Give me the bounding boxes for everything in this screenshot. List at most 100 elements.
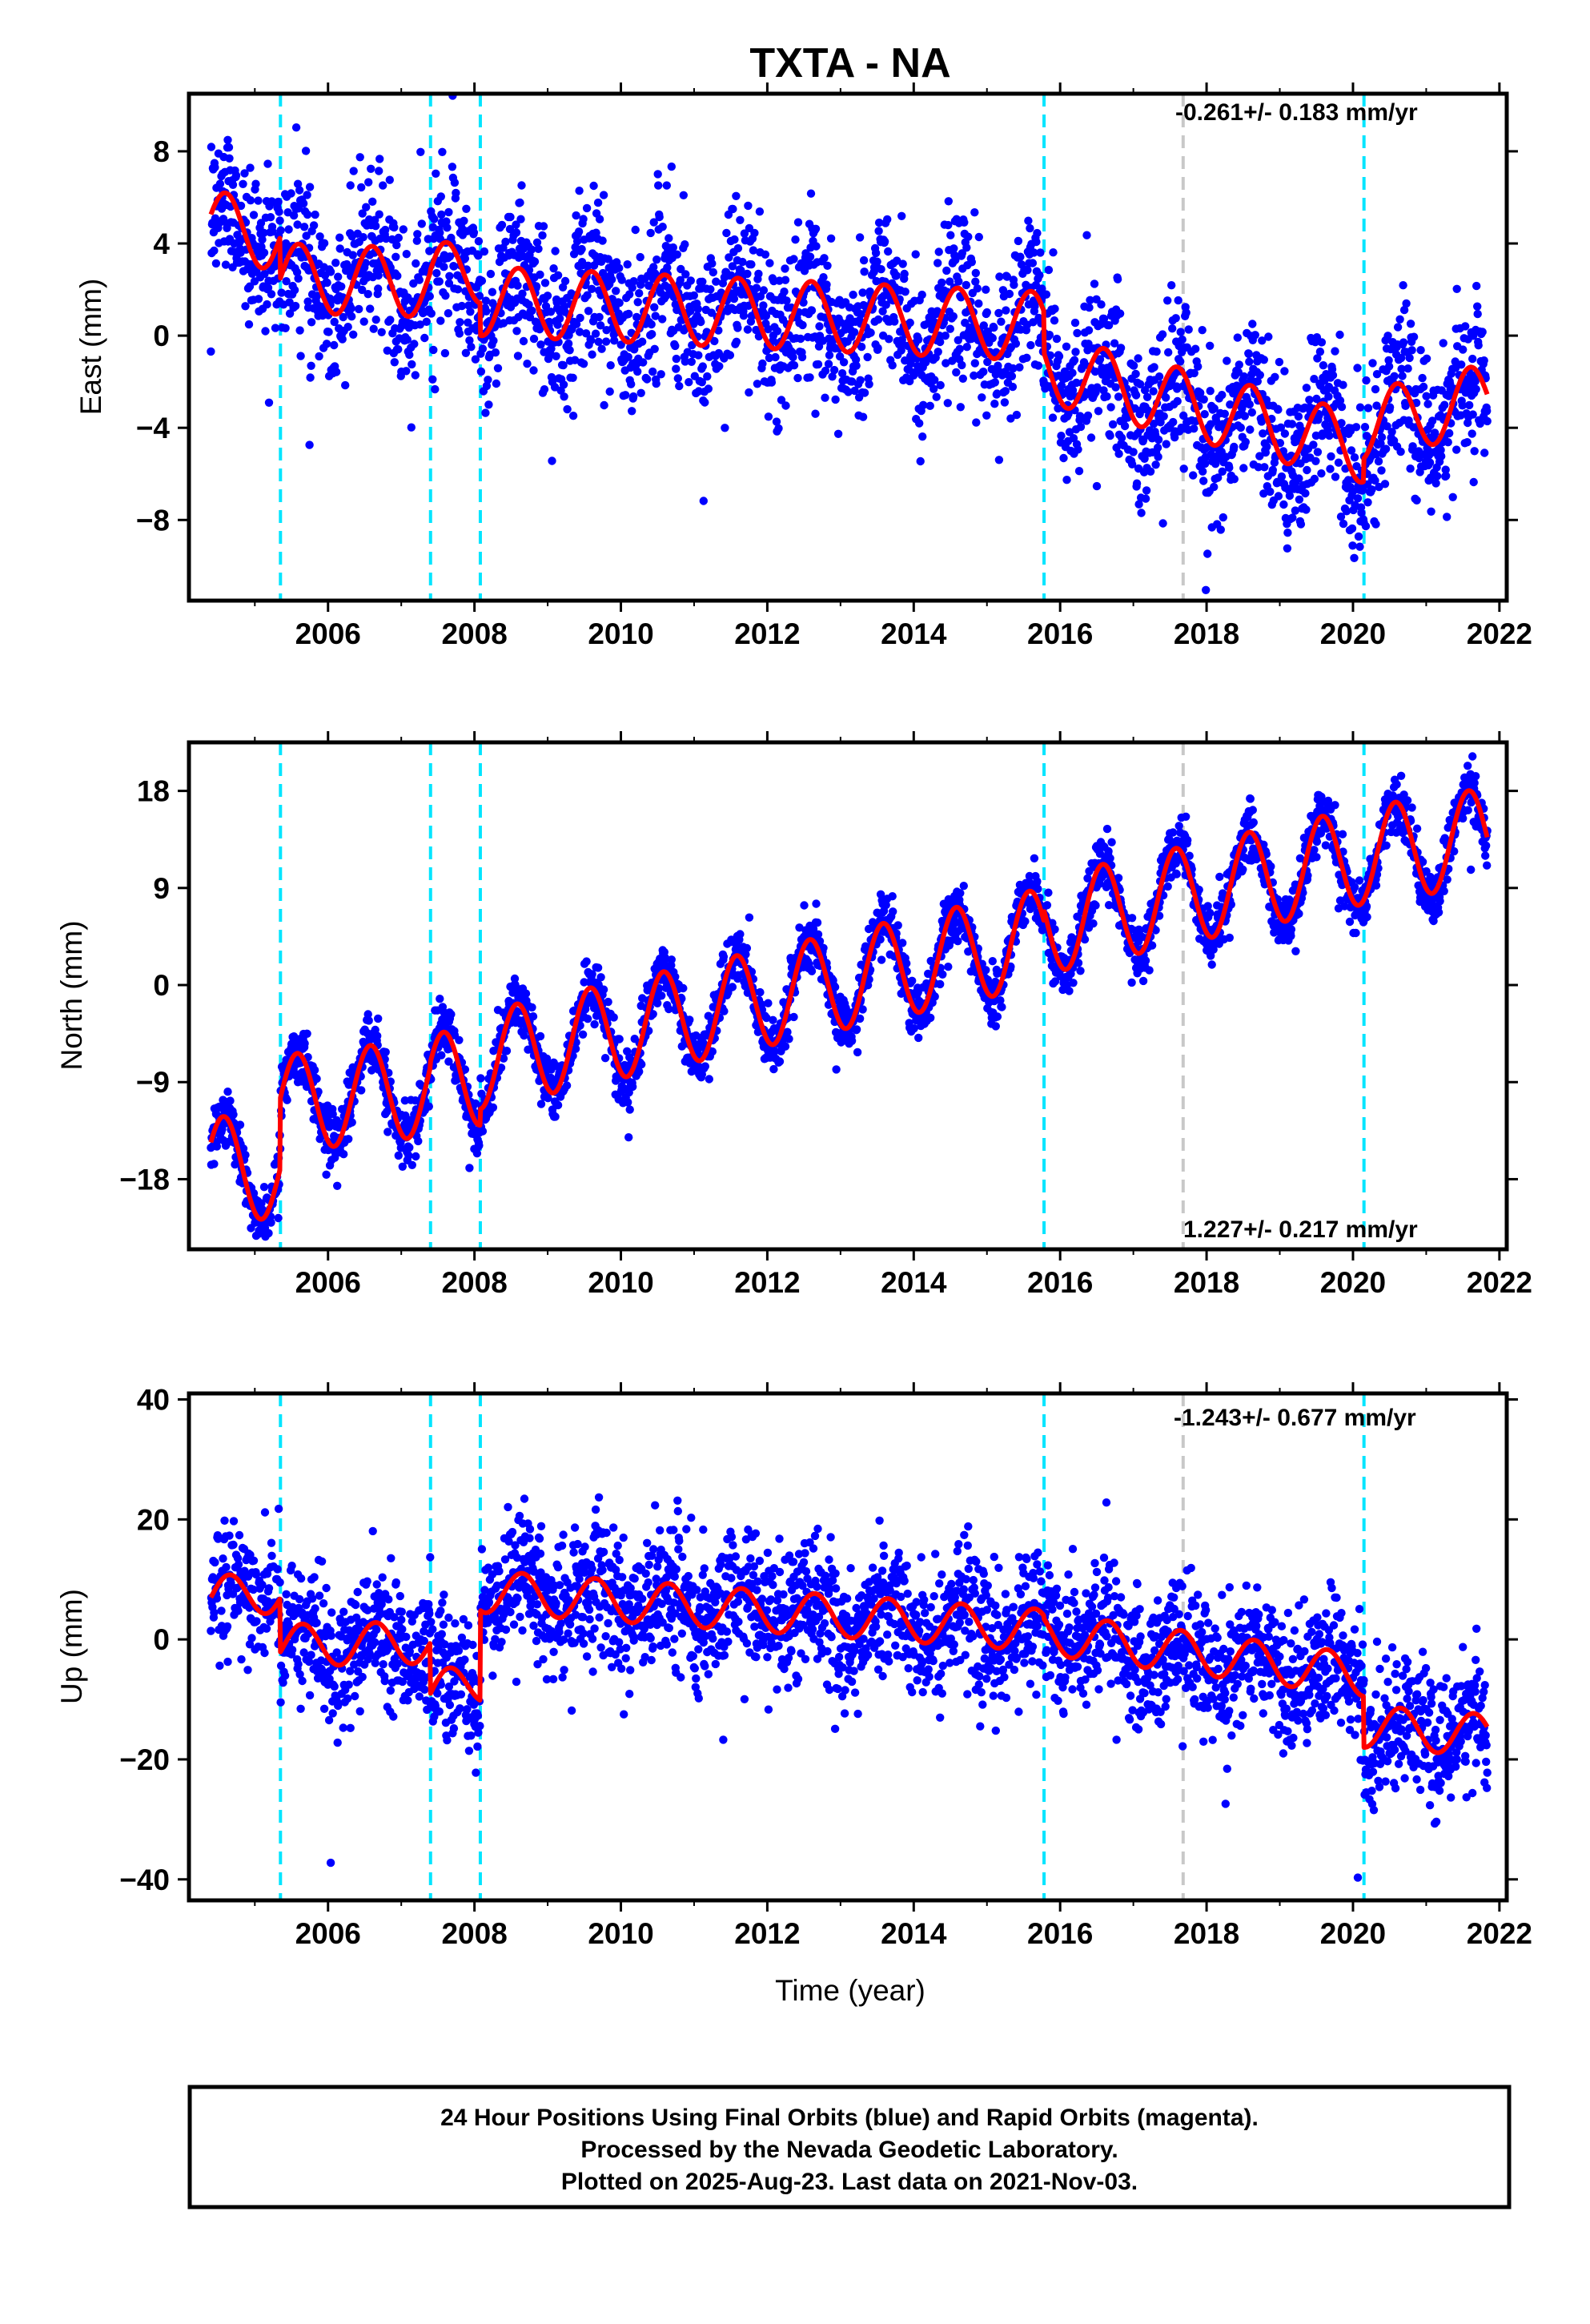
data-point [686,276,695,285]
data-point [1251,331,1260,340]
data-point [752,283,761,292]
data-point [1245,400,1255,409]
data-point [1255,452,1264,460]
data-point [1014,236,1023,246]
data-point [1245,357,1254,366]
data-point [1287,420,1297,428]
data-point [811,409,820,418]
data-point [1317,469,1326,478]
data-point [1371,450,1381,459]
data-point [1141,494,1150,503]
data-point [876,935,885,944]
data-point [1239,372,1249,381]
data-point [1277,472,1287,481]
data-point [575,328,584,336]
data-point [1065,428,1074,436]
data-point [1381,444,1391,453]
data-point [1163,296,1172,305]
data-point [394,233,403,243]
data-point [425,292,434,301]
data-point [436,192,445,201]
data-point [847,377,857,386]
data-point [919,400,928,409]
data-point [624,1098,632,1107]
data-point [705,1075,713,1084]
data-point [461,348,471,357]
data-point [492,379,501,388]
data-point [319,239,329,247]
data-point [330,317,339,327]
data-point [973,284,982,293]
data-point [675,381,684,391]
data-point [1216,525,1226,534]
data-point [493,364,503,372]
data-point [1171,314,1180,323]
data-point [226,1096,235,1105]
data-point [583,291,592,300]
data-point [374,284,383,293]
data-point [1034,361,1043,370]
data-point [844,388,853,396]
data-point [880,237,889,246]
data-point [1276,423,1286,432]
data-point [478,344,488,353]
data-point [974,299,983,308]
data-point [597,344,606,353]
data-point [221,260,231,269]
data-point [1142,392,1152,401]
data-point [1114,392,1123,401]
data-point [1206,387,1215,396]
data-point [1001,387,1010,396]
data-point [453,285,463,294]
data-point [648,367,657,376]
data-point [383,346,391,355]
data-point [399,225,408,234]
data-point [860,388,869,397]
data-point [516,198,524,207]
data-point [1248,320,1257,328]
data-point [1351,423,1361,432]
data-point [877,265,885,274]
data-point [944,963,953,971]
data-point [407,423,416,432]
data-point [806,189,816,198]
data-point [411,371,420,380]
data-point [331,259,340,267]
data-point [1292,436,1302,445]
data-point [649,218,658,227]
data-point [657,991,666,1000]
data-point [743,269,752,279]
data-point [1367,485,1376,494]
data-point [797,352,807,362]
chart-title: TXTA - NA [749,40,950,86]
data-point [1199,467,1207,476]
data-point [211,163,219,172]
data-point [1274,492,1283,501]
data-point [256,219,266,227]
data-point [1339,519,1348,529]
data-point [536,340,545,349]
data-point [941,332,950,340]
data-point [303,210,312,219]
data-point [1179,411,1188,420]
data-point [708,259,717,268]
data-point [1353,364,1362,372]
data-point [1443,438,1452,447]
data-point [1383,422,1391,431]
data-point [612,287,620,296]
data-point [959,882,969,891]
data-point [706,285,715,294]
data-point [1335,330,1344,340]
data-point [1430,428,1439,437]
data-point [1131,391,1141,400]
data-point [949,312,958,321]
data-point [303,191,311,199]
data-point [1046,351,1055,360]
data-point [572,237,582,246]
data-point [307,318,316,327]
data-point [934,247,943,256]
data-point [982,411,991,420]
data-point [409,279,418,288]
data-point [686,307,695,316]
data-point [301,147,311,155]
